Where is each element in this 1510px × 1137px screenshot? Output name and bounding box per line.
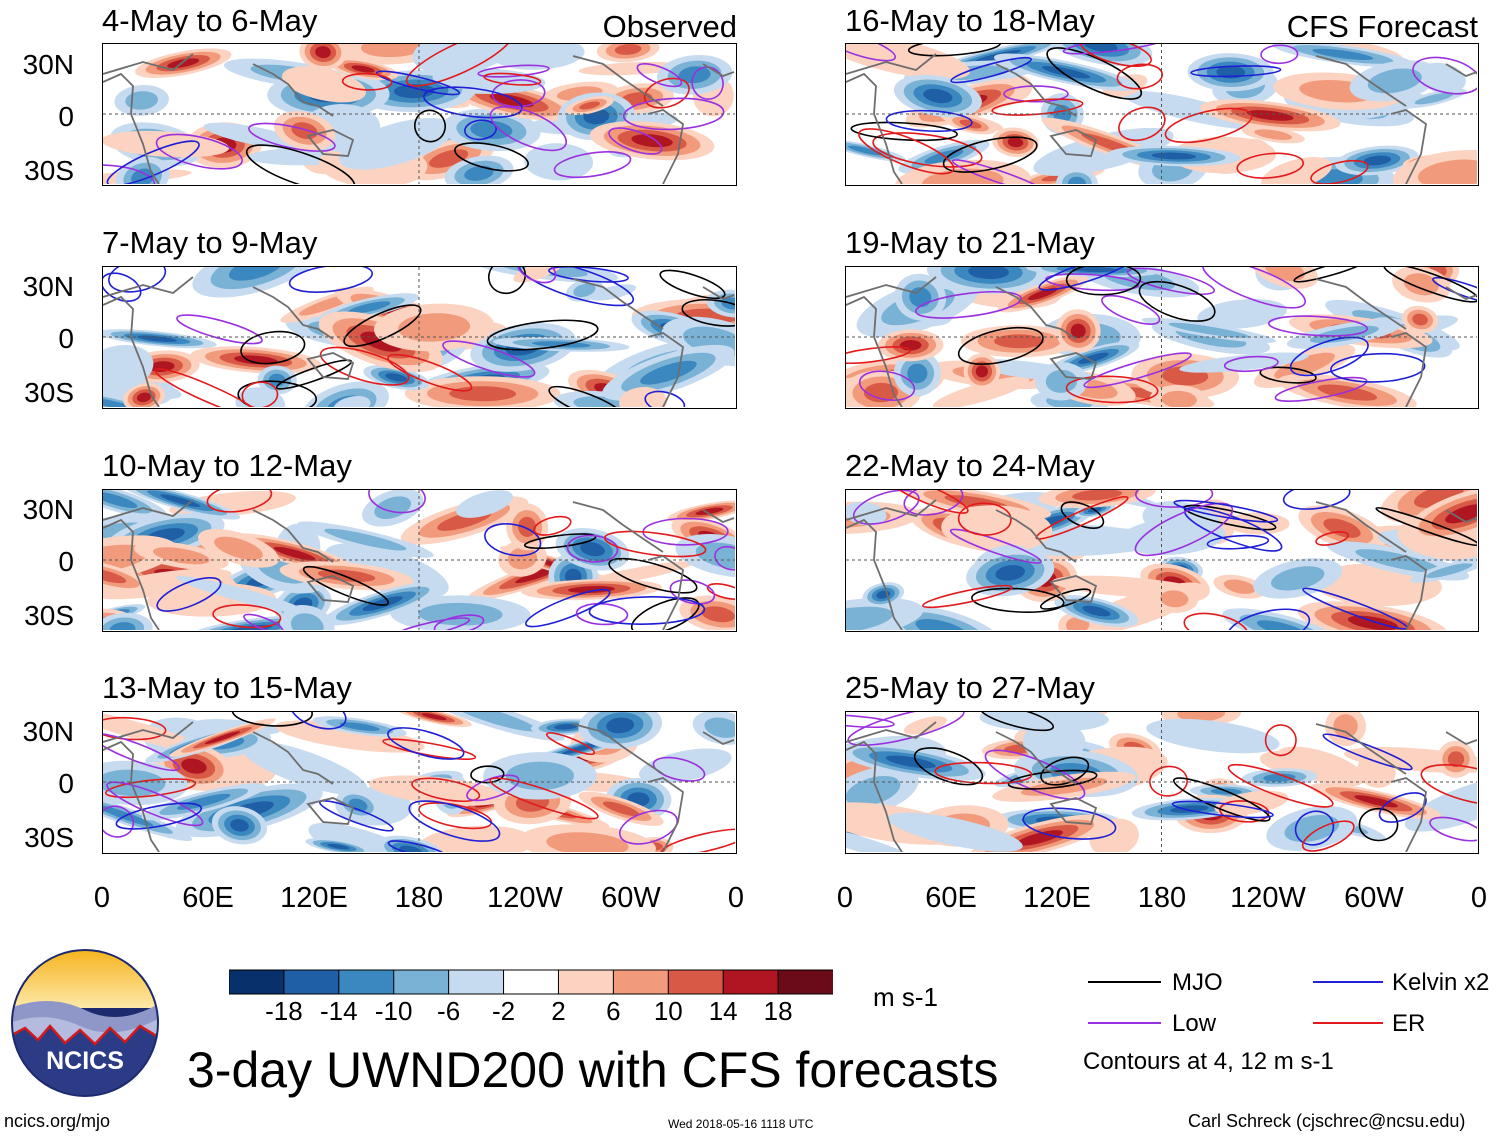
logo-text: NCICS — [46, 1047, 124, 1075]
panel-title-fcst-4: 25-May to 27-May — [845, 670, 1095, 705]
lon-tick-120w: 120W — [487, 882, 563, 914]
lon-tick-180: 180 — [1137, 882, 1187, 914]
lon-tick-180: 180 — [394, 882, 444, 914]
colorbar-tick-label: 18 — [763, 996, 793, 1026]
lon-tick-60w: 60W — [1344, 882, 1404, 914]
panel-title-obs-3: 10-May to 12-May — [102, 448, 352, 483]
colorbar-swatch — [338, 969, 395, 995]
lat-tick-0: 0 — [58, 546, 74, 577]
panel-title-fcst-3: 22-May to 24-May — [845, 448, 1095, 483]
lon-tick-60e: 60E — [925, 882, 977, 914]
panel-title-fcst-1: 16-May to 18-May — [845, 3, 1095, 38]
colorbar-swatch — [777, 969, 835, 995]
observed-label: Observed — [602, 9, 737, 44]
lat-tick-30s: 30S — [24, 377, 74, 408]
colorbar-tick-label: -18 — [265, 996, 303, 1026]
colorbar-tick-label: 2 — [551, 996, 566, 1026]
colorbar-tick-label: -2 — [491, 996, 516, 1026]
map-panel-obs-3 — [102, 489, 737, 632]
map-panel-fcst-3 — [845, 489, 1479, 632]
legend-line-low — [1088, 1022, 1161, 1024]
lat-tick-30s: 30S — [24, 155, 74, 186]
panel-title-obs-2: 7-May to 9-May — [102, 225, 318, 260]
colorbar-units: m s-1 — [873, 982, 938, 1012]
figure-title: 3-day UWND200 with CFS forecasts — [187, 1042, 999, 1098]
panel-title-obs-4: 13-May to 15-May — [102, 670, 352, 705]
lat-tick-30n: 30N — [22, 494, 74, 525]
lat-tick-0: 0 — [58, 101, 74, 132]
colorbar-swatch — [393, 969, 450, 995]
colorbar-tick-label: -14 — [320, 996, 358, 1026]
lon-tick-0: 0 — [1470, 882, 1488, 914]
colorbar-tick-label: -6 — [437, 996, 461, 1026]
colorbar-tick-label: 6 — [606, 996, 621, 1026]
map-panel-obs-2 — [102, 266, 737, 409]
source-link[interactable]: ncics.org/mjo — [4, 1111, 111, 1131]
legend-label-mjo: MJO — [1172, 969, 1223, 996]
lat-tick-30s: 30S — [24, 600, 74, 631]
colorbar — [228, 969, 835, 1000]
contour-note: Contours at 4, 12 m s-1 — [1083, 1048, 1334, 1075]
colorbar-swatch — [557, 969, 615, 995]
colorbar-tick-label: -10 — [374, 996, 413, 1026]
colorbar-swatch — [448, 969, 505, 995]
map-panel-fcst-2 — [845, 266, 1479, 409]
colorbar-swatch — [722, 969, 780, 995]
map-panel-fcst-1 — [845, 43, 1479, 186]
lat-tick-30s: 30S — [24, 822, 74, 853]
colorbar-swatch — [283, 969, 340, 995]
lon-tick-0: 0 — [93, 882, 111, 914]
lon-tick-60e: 60E — [182, 882, 234, 914]
panel-title-obs-1: 4-May to 6-May — [102, 3, 318, 38]
colorbar-swatch — [612, 969, 670, 995]
legend-label-kelvin: Kelvin x2 — [1392, 969, 1490, 996]
timestamp: Wed 2018-05-16 1118 UTC — [668, 1117, 814, 1131]
colorbar-tick-label: 10 — [653, 996, 683, 1026]
map-panel-fcst-4 — [845, 711, 1479, 854]
lat-tick-0: 0 — [58, 323, 74, 354]
lon-tick-0: 0 — [727, 882, 745, 914]
lon-tick-120w: 120W — [1230, 882, 1306, 914]
legend-label-er: ER — [1392, 1010, 1426, 1037]
lon-tick-0: 0 — [836, 882, 854, 914]
colorbar-swatch — [667, 969, 725, 995]
lat-tick-30n: 30N — [22, 49, 74, 80]
colorbar-swatch — [503, 969, 560, 995]
legend-line-mjo — [1088, 981, 1161, 983]
lon-tick-120e: 120E — [280, 882, 348, 914]
map-panel-obs-4 — [102, 711, 737, 854]
lat-tick-30n: 30N — [22, 716, 74, 747]
lon-tick-120e: 120E — [1023, 882, 1091, 914]
colorbar-swatch — [228, 969, 285, 995]
author-credit: Carl Schreck (cjschrec@ncsu.edu) — [1188, 1111, 1466, 1131]
panel-title-fcst-2: 19-May to 21-May — [845, 225, 1095, 260]
legend-line-kelvin — [1313, 981, 1383, 983]
map-panel-obs-1 — [102, 43, 737, 186]
colorbar-tick-label: 14 — [708, 996, 738, 1026]
lon-tick-60w: 60W — [601, 882, 661, 914]
lat-tick-0: 0 — [58, 768, 74, 799]
ncics-logo: NCICS — [10, 948, 160, 1098]
forecast-label: CFS Forecast — [1286, 9, 1478, 44]
lat-tick-30n: 30N — [22, 271, 74, 302]
legend-label-low: Low — [1172, 1010, 1217, 1037]
legend-line-er — [1313, 1022, 1383, 1024]
